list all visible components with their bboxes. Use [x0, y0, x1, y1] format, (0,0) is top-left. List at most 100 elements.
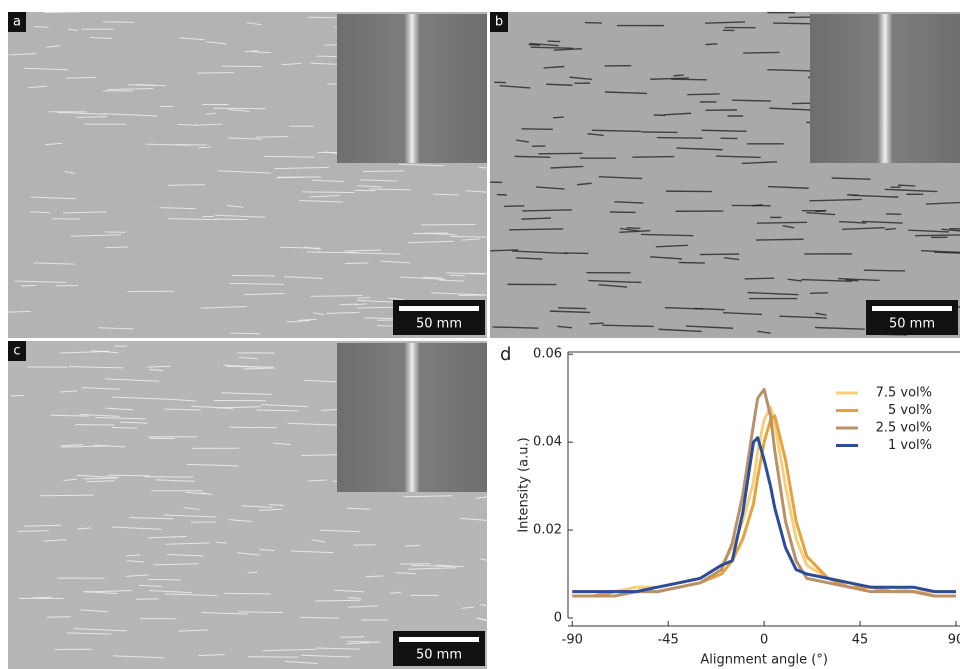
fiber-streak — [459, 517, 488, 521]
fiber-streak — [129, 516, 174, 520]
fiber-streak — [28, 85, 48, 89]
fiber-streak — [752, 203, 763, 207]
fiber-streak — [779, 315, 827, 319]
fiber-streak — [60, 443, 84, 447]
fiber-streak — [8, 52, 37, 56]
fiber-streak — [663, 112, 692, 116]
fiber-streak — [255, 135, 289, 138]
fiber-streak — [398, 163, 445, 167]
fiber-streak — [450, 235, 488, 238]
fiber-streak — [515, 139, 529, 143]
fiber-streak — [395, 572, 416, 575]
fiber-streak — [694, 307, 725, 311]
fiber-streak — [32, 596, 52, 599]
fiber-streak — [128, 84, 167, 87]
fiber-streak — [333, 589, 364, 593]
panel-label-box — [8, 341, 26, 361]
fiber-streak — [105, 246, 129, 249]
fiber-streak — [153, 563, 199, 566]
fiber-streak — [465, 190, 488, 193]
fiber-streak — [557, 325, 573, 329]
fiber-streak — [650, 256, 682, 260]
fiber-streak — [239, 357, 258, 360]
fiber-streak — [216, 406, 262, 409]
fiber-streak — [655, 244, 688, 248]
fiber-streak — [699, 253, 740, 256]
legend-label: 1 vol% — [888, 438, 932, 453]
fiber-streak — [23, 67, 68, 71]
y-axis-label: Intensity (a.u.) — [517, 437, 532, 532]
fiber-streak — [201, 612, 248, 615]
fiber-streak — [529, 42, 559, 47]
fiber-streak — [509, 228, 564, 231]
y-tick-label: 0 — [554, 611, 562, 626]
fiber-streak — [214, 214, 266, 218]
fiber-streak — [238, 611, 283, 613]
fiber-streak — [167, 184, 205, 186]
fiber-streak — [147, 535, 188, 539]
fiber-streak — [178, 629, 208, 632]
fiber-streak — [229, 282, 284, 285]
fiber-streak — [475, 496, 488, 499]
fiber-streak — [105, 378, 160, 382]
fiber-streak — [851, 194, 899, 198]
fiber-streak — [521, 128, 553, 131]
fiber-streak — [286, 320, 311, 323]
fiber-streak — [626, 227, 641, 230]
panel-label-box — [490, 12, 508, 32]
fiber-streak — [842, 226, 885, 230]
fiber-streak — [301, 454, 341, 457]
fiber-streak — [185, 491, 207, 495]
fiber-streak — [214, 218, 248, 221]
fiber-streak — [380, 260, 411, 264]
fiber-streak — [408, 567, 457, 570]
fiber-streak — [107, 474, 150, 477]
fiber-streak — [194, 123, 223, 126]
fiber-streak — [29, 211, 50, 214]
fiber-streak — [755, 238, 804, 241]
fiber-streak — [321, 408, 339, 411]
scale-bar-box — [393, 300, 485, 335]
fiber-streak — [164, 514, 217, 518]
fiber-streak — [241, 505, 273, 508]
fiber-streak — [676, 147, 723, 151]
series-line — [572, 387, 956, 598]
fiber-streak — [604, 91, 648, 95]
fiber-streak — [564, 252, 589, 255]
fiber-streak — [147, 365, 171, 368]
fiber-streak — [357, 297, 370, 299]
fiber-streak — [79, 413, 120, 417]
legend-label: 5 vol% — [888, 403, 932, 418]
fiber-streak — [619, 227, 639, 232]
fiber-streak — [308, 479, 327, 482]
fiber-streak — [782, 225, 795, 229]
fiber-streak — [432, 193, 459, 196]
fiber-streak — [17, 530, 49, 532]
fiber-streak — [354, 303, 367, 306]
fiber-streak — [205, 112, 217, 116]
fiber-streak — [503, 205, 525, 208]
fiber-streak — [632, 155, 675, 158]
fiber-streak — [262, 648, 317, 652]
fiber-streak — [186, 463, 239, 467]
fiber-streak — [44, 11, 83, 14]
fiber-streak — [743, 51, 780, 54]
fiber-streak — [885, 227, 896, 231]
fiber-streak — [461, 238, 480, 241]
fiber-streak — [346, 642, 370, 645]
fiber-streak — [741, 161, 778, 165]
fiber-streak — [687, 93, 720, 96]
scale-bar — [399, 637, 479, 642]
fiber-streak — [197, 71, 234, 74]
fiber-streak — [284, 276, 323, 279]
fiber-streak — [138, 584, 163, 587]
fiber-streak — [120, 421, 148, 424]
fiber-streak — [60, 390, 78, 393]
fiber-streak — [228, 137, 263, 140]
fiber-streak — [598, 284, 628, 288]
fiber-streak — [744, 277, 775, 280]
fiber-streak — [103, 113, 158, 117]
fiber-streak — [837, 277, 880, 282]
panel-label: d — [500, 344, 511, 365]
fiber-streak — [405, 544, 420, 547]
